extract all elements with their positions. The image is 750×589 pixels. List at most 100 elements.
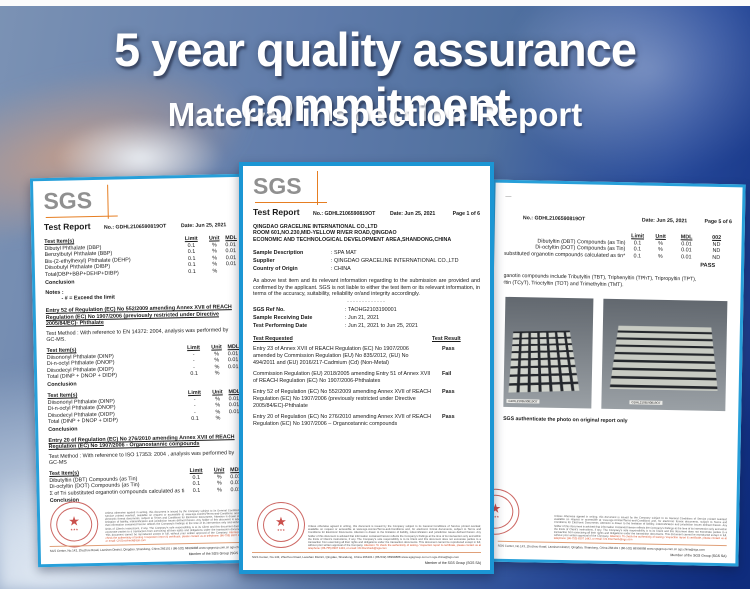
confirmation-paragraph: As above test item and its relevant info… [253,278,480,298]
cell-limit: 0.1 [190,371,198,378]
report-page-left: SGS Test Report No.: GDHL2106590819OT Da… [29,173,258,568]
cell-limit: 0.1 [633,253,642,260]
field-value: : SPA MAT [331,250,357,257]
banner-subtitle: Material inspection Report [167,96,583,133]
cell-mdl [226,268,238,275]
report-paper: — No.: GDHL2106590819OT Date: Jun 25, 20… [488,183,742,564]
logo-vline-decoration [107,184,109,219]
sgs-logo: SGS [43,184,134,219]
cell-limit: 0.1 [188,268,196,276]
cell-unit: % [214,370,220,377]
report-footer: Unless otherwise agreed in writing, this… [49,509,245,559]
field-row: SGS Ref No. : TAOHG2103190001 [253,306,480,314]
disclaimer-text: Unless otherwise agreed in writing, this… [553,515,728,538]
report-page-center: SGS Test Report No.: GDHL2106590819OT Da… [239,162,494,574]
report-paper: SGS Test Report No.: GDHL2106590819OT Da… [33,177,254,564]
cell-text: Commission Regulation (EU) 2018/2005 ame… [253,371,431,384]
field-value: : Jun 21, 2021 [345,315,380,321]
sample-photo-grid-mat: GDHL2106590819OT [503,297,594,409]
field-value: : QINGDAO GRACELINE INTERNATIONAL CO.,LT… [331,258,459,265]
report-title: Test Report [253,207,300,217]
sgs-logo: SGS [253,171,343,205]
field-label: SGS Ref No. [253,307,285,313]
report-date: Date: Jun 25, 2021 [390,211,436,217]
report-number: No.: GDHL2106590819OT [313,211,376,217]
table-body: Diisononyl Phthalate (DINP) -% 0.01 Di-n-oc… [47,351,241,381]
cell-text: Entry 23 of Annex XVII of REACH Regulati… [253,346,409,366]
phthalate-table-3: Test Item(s) Limit Unit MDL Diisononyl P… [47,389,241,426]
cell-result: Pass [442,346,455,352]
table-row: Entry 23 of Annex XVII of REACH Regulati… [253,346,480,367]
photo-caption: SGS authenticate the photo on original r… [503,416,628,425]
sample-photo-slat-mat: GDHL2106590819OT [601,299,728,412]
field-label: Supplier [253,258,275,265]
report-page-right: — No.: GDHL2106590819OT Date: Jun 25, 20… [485,179,746,567]
dots-separator: ············· [347,299,386,305]
table-body: Dibutyltin (DBT) Compounds (as Tin) 0.1% 0… [49,474,242,498]
field-label: Sample Description [253,250,304,257]
test-requested-header: Test Requested [253,336,293,342]
field-row: Test Performing Date : Jun 21, 2021 to J… [253,322,480,330]
table-row: Commission Regulation (EU) 2018/2005 ame… [253,371,480,385]
field-value: : TAOHG2103190001 [345,307,397,313]
applicant-address-line3: ECONOMIC AND TECHNOLOGICAL DEVELOPMENT A… [253,236,452,243]
report-paper: SGS Test Report No.: GDHL2106590819OT Da… [243,166,490,570]
section-heading-entry20: Entry 20 of Regulation (EC) No 276/2010 … [48,433,235,451]
cell-mdl: 0.01 [680,254,692,261]
photo-label: GDHL2106590819OT [629,400,663,406]
footer-disclaimer: Unless otherwise agreed in writing, this… [554,515,727,543]
slat-mat-image [609,326,718,392]
table-body: Dibutyltin (DBT) Compounds (as Tin) 0.1% 0… [504,237,731,261]
field-row: Country of Origin : CHINA [253,265,480,273]
cell-unit: % [215,415,221,422]
top-white-strip [0,0,750,6]
field-row: Supplier : QINGDAO GRACELINE INTERNATION… [253,257,480,265]
cropped-text-dash: — [505,193,512,200]
organotin-results-table: Limit Unit MDL 002 Dibutyltin (DBT) Comp… [504,231,731,262]
cell-text: Entry 52 of Regulation (EC) No 552/2009 … [253,389,431,409]
sgs-logo-text: SGS [43,187,93,215]
organotin-table: Test Item(s) Limit Unit MDL Dibutyltin (… [49,467,243,497]
report-number: No.: GDHL2106590819OT [522,215,586,223]
field-label: Sample Receiving Date [253,315,313,321]
cell-limit: 0.1 [191,416,199,423]
test-result-header: Test Result [432,336,461,342]
organotin-note-clip: As above organotin compounds include Tri… [504,273,731,291]
cell-result: Fail [442,371,452,377]
field-label: Test Performing Date [253,323,308,329]
reference-fields: SGS Ref No. : TAOHG2103190001 Sample Rec… [253,306,480,330]
field-value: : Jun 21, 2021 to Jun 25, 2021 [345,323,418,329]
report-title: Test Report [43,221,91,233]
field-value: : CHINA [331,266,351,273]
notes-block: Notes : - # = Exceed the limit [45,286,238,304]
report-number: No.: GDHL2106590819OT [103,223,167,231]
phthalate-table-2: Test Item(s) Limit Unit MDL Diisononyl P… [47,344,241,381]
footer-member: Member of the SGS Group (SGS SA) [424,561,481,565]
cell-result: Pass [442,389,455,395]
sample-photos: GDHL2106590819OT GDHL2106590819OT [503,297,730,412]
cell-limit: 0.1 [192,487,201,494]
table-row: Entry 52 of Regulation (EC) No 552/2009 … [253,389,480,410]
report-header: No.: GDHL2106590819OT Date: Jun 25, 2021… [505,215,732,225]
grid-mat-image [508,331,580,393]
table-row: Entry 20 of Regulation (EC) No 276/2010 … [253,414,480,428]
footer-disclaimer: Unless otherwise agreed in writing, this… [105,509,245,543]
requests-header-row: Test Requested Test Result [253,336,480,342]
field-label: Country of Origin [253,266,298,273]
test-method-2: Test Method : With reference to ISO 1735… [48,450,235,467]
report-date: Date: Jun 25, 2021 [180,222,227,230]
cell-unit: % [217,487,222,494]
organotin-note: As above organotin compounds include Tri… [503,273,697,289]
report-header: Test Report No.: GDHL2106590819OT Date: … [253,207,480,217]
footer-member: Member of the SGS Group (SGS SA) [188,550,245,557]
report-page-number: Page 1 of 6 [452,211,480,217]
field-row: Sample Description : SPA MAT [253,249,480,257]
cell-v: ND [712,254,721,261]
report-date: Date: Jun 25, 2021 [641,217,688,225]
report-footer: Unless otherwise agreed in writing, this… [497,514,727,558]
test-method-1: Test Method : With reference to EN 14372… [46,327,229,343]
cell-item: Σ of Tri substituted organotin compounds… [504,250,626,259]
table-body: Diisononyl Phthalate (DINP) -% 0.01 Di-n-oc… [48,395,242,426]
logo-vline-decoration [317,171,318,205]
cell-unit: % [212,268,218,275]
